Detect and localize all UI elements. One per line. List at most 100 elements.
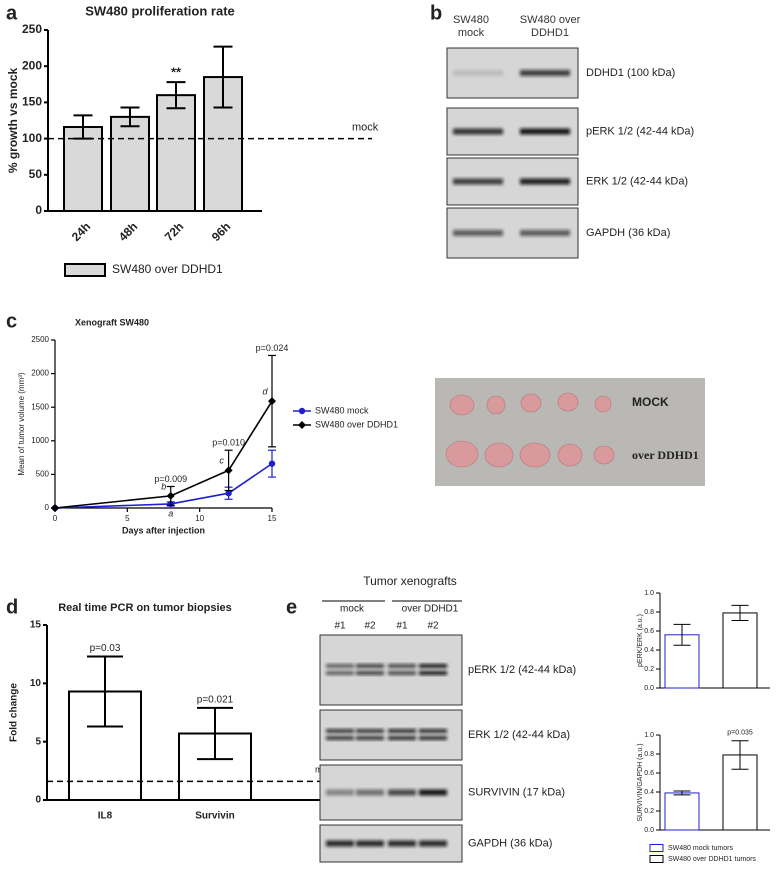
y-tick-label: 0.0 bbox=[644, 827, 654, 834]
blot-band bbox=[356, 729, 384, 733]
panel-letter: d bbox=[6, 596, 18, 618]
y-tick-label: 1.0 bbox=[644, 732, 654, 739]
legend-label: SW480 mock tumors bbox=[668, 845, 733, 852]
legend-marker bbox=[298, 421, 306, 429]
blot-lane-label: #2 bbox=[427, 621, 439, 632]
bar bbox=[664, 792, 700, 831]
y-tick-label: 150 bbox=[22, 95, 42, 109]
point-letter: a bbox=[168, 508, 173, 518]
y-tick-label: 15 bbox=[30, 620, 42, 631]
blot-column-label: SW480 mock bbox=[452, 14, 490, 39]
annotation: p=0.009 bbox=[154, 474, 187, 484]
blot-band bbox=[388, 736, 416, 740]
legend-label: SW480 over DDHD1 bbox=[315, 419, 398, 429]
blot-row-label: GAPDH (36 kDa) bbox=[586, 227, 670, 239]
y-axis-label: Fold change bbox=[9, 683, 20, 742]
y-tick-label: 100 bbox=[22, 131, 42, 145]
y-tick-label: 10 bbox=[30, 678, 42, 689]
y-tick-label: 0.4 bbox=[644, 789, 654, 796]
y-tick-label: 2000 bbox=[31, 369, 49, 378]
legend-swatch bbox=[649, 855, 664, 863]
blot-group-label: over DDHD1 bbox=[402, 604, 459, 615]
x-tick-label: 15 bbox=[268, 514, 277, 523]
blot-band bbox=[388, 840, 416, 847]
point-letter: b bbox=[161, 481, 166, 491]
blot-row-label: pERK 1/2 (42-44 kDa) bbox=[468, 664, 576, 676]
blot-band bbox=[326, 789, 354, 796]
legend-label: SW480 over DDHD1 tumors bbox=[668, 856, 756, 863]
x-axis-label: Days after injection bbox=[122, 525, 205, 535]
annotation: p=0.021 bbox=[197, 694, 234, 705]
y-tick-label: 250 bbox=[22, 22, 42, 36]
bar bbox=[63, 126, 103, 212]
blot-frame bbox=[319, 634, 463, 706]
y-tick-label: 0 bbox=[45, 503, 50, 512]
legend-swatch bbox=[649, 844, 664, 852]
marker bbox=[166, 491, 175, 500]
y-axis-label: SURVIVIN/GAPDH (a.u.) bbox=[637, 743, 644, 821]
y-tick-label: 0.8 bbox=[644, 609, 654, 616]
blot-band bbox=[356, 789, 384, 796]
y-tick-label: 1500 bbox=[31, 402, 49, 411]
annotation: ** bbox=[171, 65, 182, 80]
blot-band bbox=[453, 128, 503, 135]
legend-marker bbox=[298, 407, 306, 415]
blot-group-label: mock bbox=[340, 604, 365, 615]
blot-band bbox=[356, 736, 384, 740]
blot-row-label: pERK 1/2 (42-44 kDa) bbox=[586, 125, 694, 137]
blot-lane-label: #2 bbox=[364, 621, 376, 632]
y-tick-label: 1000 bbox=[31, 436, 49, 445]
blot-band bbox=[326, 671, 354, 675]
bar bbox=[156, 94, 196, 212]
y-tick-label: 0.6 bbox=[644, 628, 654, 635]
panel-letter: e bbox=[286, 596, 297, 618]
blot-band bbox=[520, 128, 570, 135]
y-tick-label: 0.4 bbox=[644, 647, 654, 654]
y-axis-label: Mean of tumor volume (mm³) bbox=[17, 372, 26, 475]
point-letter: d bbox=[262, 387, 268, 397]
blot-band bbox=[388, 664, 416, 668]
blot-band bbox=[419, 736, 447, 740]
x-tick-label: 48h bbox=[116, 219, 141, 244]
annotation: p=0.035 bbox=[727, 730, 753, 737]
blot-band bbox=[419, 671, 447, 675]
blot-row-label: DDHD1 (100 kDa) bbox=[586, 67, 675, 79]
bar bbox=[722, 612, 758, 689]
blot-band bbox=[388, 729, 416, 733]
y-tick-label: 200 bbox=[22, 58, 42, 72]
x-tick-label: 5 bbox=[125, 514, 130, 523]
annotation: p=0.010 bbox=[212, 438, 245, 448]
marker bbox=[224, 466, 233, 475]
legend-label: SW480 over DDHD1 bbox=[112, 262, 223, 276]
blot-band bbox=[388, 789, 416, 796]
blot-band bbox=[520, 230, 570, 236]
blot-row-label: SURVIVIN (17 kDa) bbox=[468, 786, 565, 798]
blot-band bbox=[356, 671, 384, 675]
y-tick-label: 5 bbox=[35, 736, 41, 747]
x-tick-label: 72h bbox=[162, 219, 187, 244]
blot-row-label: GAPDH (36 kDa) bbox=[468, 837, 552, 849]
blot-band bbox=[419, 664, 447, 668]
blot-lane-label: #1 bbox=[334, 621, 346, 632]
blot-band bbox=[520, 70, 570, 76]
x-tick-label: 10 bbox=[195, 514, 204, 523]
blot-band bbox=[419, 729, 447, 733]
bar bbox=[110, 115, 150, 212]
blot-band bbox=[453, 230, 503, 236]
panel-letter: b bbox=[430, 2, 442, 24]
x-tick-label: IL8 bbox=[98, 811, 113, 822]
y-tick-label: 1.0 bbox=[644, 590, 654, 597]
blot-title: Tumor xenografts bbox=[363, 574, 457, 588]
y-tick-label: 0.6 bbox=[644, 770, 654, 777]
blot-frame bbox=[319, 709, 463, 761]
x-tick-label: 0 bbox=[53, 514, 58, 523]
y-axis-label: pERK/ERK (a.u.) bbox=[637, 614, 644, 667]
marker bbox=[268, 460, 276, 467]
blot-band bbox=[326, 664, 354, 668]
x-tick-label: 96h bbox=[209, 219, 234, 244]
blot-band bbox=[419, 789, 447, 796]
blot-band bbox=[356, 664, 384, 668]
y-tick-label: 0 bbox=[35, 203, 42, 217]
x-tick-label: 24h bbox=[69, 219, 94, 244]
